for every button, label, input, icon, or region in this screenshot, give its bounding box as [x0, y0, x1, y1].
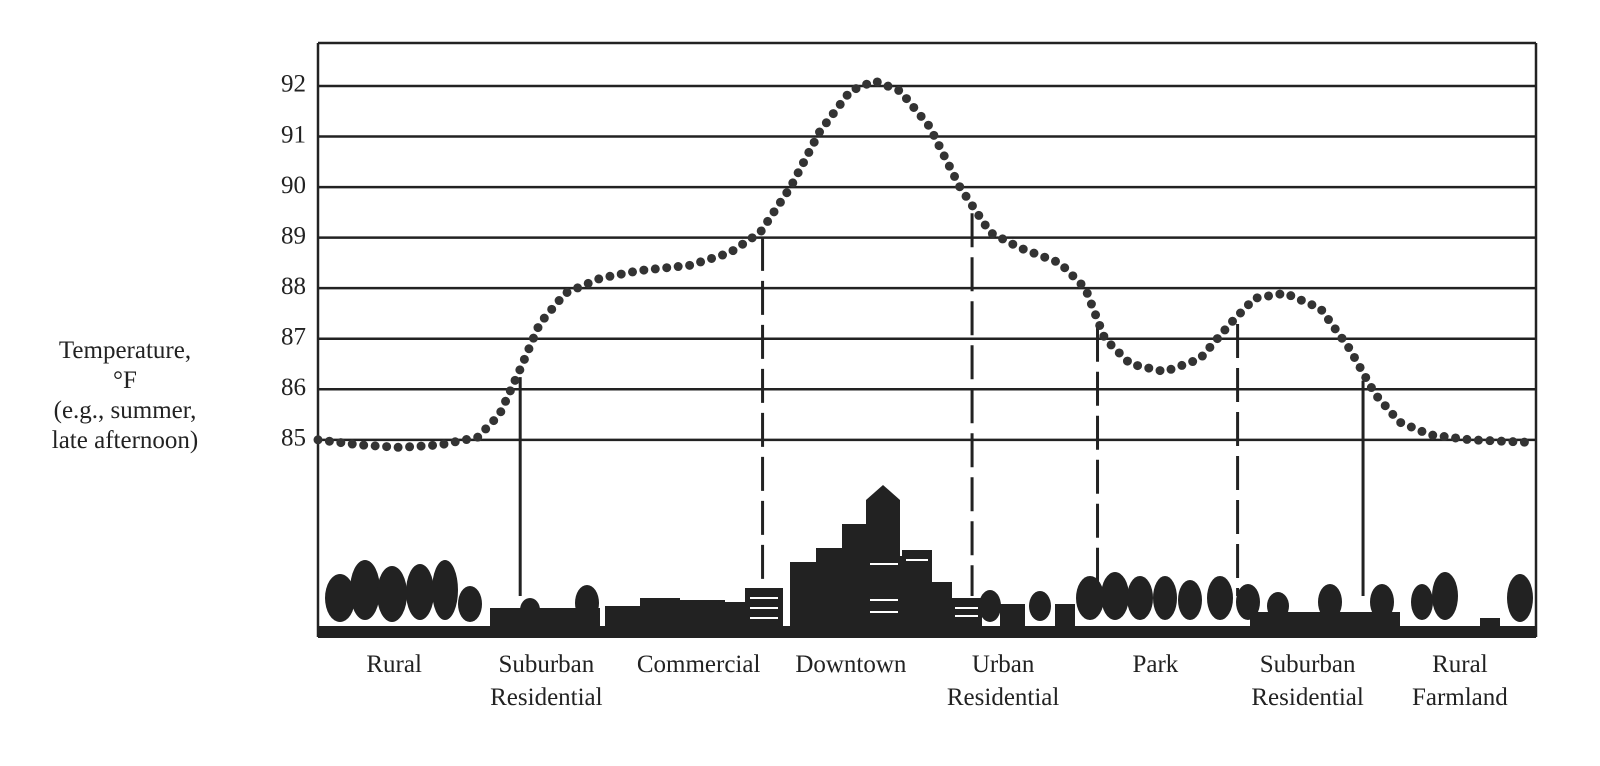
y-axis-label-line: °F — [113, 367, 137, 394]
zone-label: Suburban Residential — [490, 651, 603, 711]
ground — [318, 626, 1536, 638]
temperature-line — [313, 76, 1535, 452]
zone-label: Commercial — [636, 651, 761, 678]
zone-label: Downtown — [795, 651, 907, 678]
y-tick-label: 85 — [281, 425, 306, 452]
y-axis-label-line: Temperature, — [58, 337, 192, 364]
y-axis-label: Temperature, °F (e.g., summer, late afte… — [20, 336, 230, 456]
y-tick-label: 87 — [281, 323, 306, 350]
y-axis-label-line: late afternoon) — [51, 427, 199, 454]
y-tick-label: 88 — [281, 273, 306, 300]
zone-label: Rural — [366, 651, 422, 678]
y-axis-label-line: (e.g., summer, — [53, 397, 197, 424]
y-tick-label: 89 — [281, 222, 306, 249]
y-tick-label: 92 — [281, 71, 306, 98]
zone-label: Rural Farmland — [1411, 651, 1508, 711]
zone-label: Suburban Residential — [1251, 651, 1364, 711]
zone-label: Urban Residential — [946, 651, 1060, 711]
y-tick-label: 90 — [281, 172, 306, 199]
skyline — [318, 485, 1536, 638]
windows — [750, 559, 978, 619]
zone-label: Park — [1132, 651, 1179, 678]
y-tick-label: 91 — [281, 121, 306, 148]
y-tick-label: 86 — [281, 374, 306, 401]
